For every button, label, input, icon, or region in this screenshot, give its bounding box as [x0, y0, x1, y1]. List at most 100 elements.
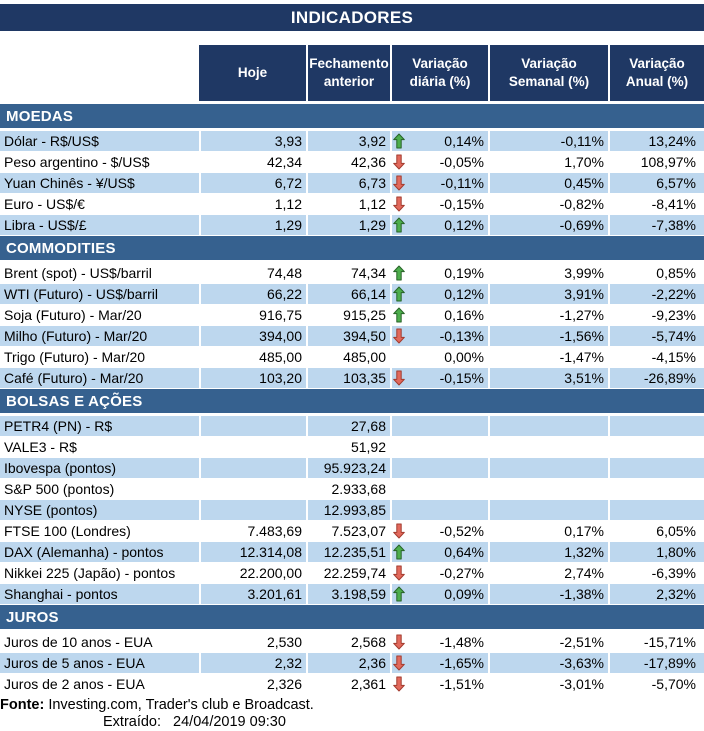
hoje-value: 394,00 — [199, 326, 306, 346]
variacao-diaria-cell: 0,16% — [390, 305, 488, 325]
no-arrow-spacer — [393, 502, 405, 518]
up-arrow-icon — [393, 586, 405, 602]
variacao-anual-value: -5,74% — [608, 326, 704, 346]
variacao-semanal-value: -1,47% — [488, 347, 608, 367]
variacao-diaria-cell: 0,64% — [390, 542, 488, 562]
variacao-semanal-value: 1,70% — [488, 152, 608, 172]
table-row: Juros de 5 anos - EUA 2,32 2,36 -1,65% -3,63… — [0, 653, 704, 674]
variacao-semanal-value — [488, 416, 608, 436]
variacao-semanal-value: 3,51% — [488, 368, 608, 388]
hoje-value: 22.200,00 — [199, 563, 306, 583]
variacao-diaria-cell: -0,13% — [390, 326, 488, 346]
table-row: DAX (Alemanha) - pontos 12.314,08 12.235,5… — [0, 542, 704, 563]
table-row: Juros de 10 anos - EUA 2,530 2,568 -1,48% -2… — [0, 632, 704, 653]
variacao-diaria-cell: -0,05% — [390, 152, 488, 172]
row-label: Dólar - R$/US$ — [0, 131, 199, 151]
page-title: INDICADORES — [0, 4, 704, 31]
fechamento-value: 74,34 — [306, 263, 390, 283]
row-label: Milho (Futuro) - Mar/20 — [0, 326, 199, 346]
source-text: Investing.com, Trader's club e Broadcast… — [44, 697, 314, 713]
fechamento-value: 27,68 — [306, 416, 390, 436]
up-arrow-icon — [393, 265, 405, 281]
variacao-diaria-value: -1,51% — [439, 676, 484, 692]
row-label: VALE3 - R$ — [4, 439, 77, 455]
down-arrow-icon — [393, 370, 405, 386]
table-row: Milho (Futuro) - Mar/20 394,00 394,50 -0,13… — [0, 326, 704, 347]
variacao-semanal-value — [488, 437, 608, 457]
variacao-semanal-value: 1,32% — [488, 542, 608, 562]
variacao-diaria-value: -0,52% — [439, 523, 484, 539]
variacao-anual-value: -8,41% — [608, 194, 704, 214]
variacao-anual-value: 13,24% — [608, 131, 704, 151]
hoje-value: 42,34 — [199, 152, 306, 172]
column-header-variacao-diaria: Variação diária (%) — [390, 45, 488, 101]
row-label: Juros de 2 anos - EUA — [4, 676, 145, 692]
extracted-line: Extraído: 24/04/2019 09:30 — [0, 714, 704, 731]
extracted-label: Extraído: — [103, 714, 162, 730]
variacao-semanal-value: 2,74% — [488, 563, 608, 583]
fechamento-value: 915,25 — [306, 305, 390, 325]
variacao-semanal-value: -0,82% — [488, 194, 608, 214]
table-row: Nikkei 225 (Japão) - pontos 22.200,00 22.2… — [0, 563, 704, 584]
variacao-diaria-cell: -0,11% — [390, 173, 488, 193]
column-header-hoje: Hoje — [199, 45, 306, 101]
table-row: S&P 500 (pontos) 2.933,68 — [0, 479, 704, 500]
variacao-anual-value — [608, 458, 704, 478]
variacao-semanal-value: 3,91% — [488, 284, 608, 304]
down-arrow-icon — [393, 175, 405, 191]
table-row: Peso argentino - $/US$ 42,34 42,36 -0,05% 1,… — [0, 152, 704, 173]
variacao-anual-value: 6,05% — [608, 521, 704, 541]
variacao-diaria-cell — [390, 458, 488, 478]
variacao-anual-value: 6,57% — [608, 173, 704, 193]
down-arrow-icon — [393, 154, 405, 170]
variacao-diaria-value: -0,15% — [439, 370, 484, 386]
fechamento-value: 1,12 — [306, 194, 390, 214]
hoje-value: 66,22 — [199, 284, 306, 304]
variacao-semanal-value: 0,45% — [488, 173, 608, 193]
column-header-fechamento-anterior: Fechamento anterior — [306, 45, 390, 101]
fechamento-value: 12.235,51 — [306, 542, 390, 562]
fechamento-value: 2,361 — [306, 674, 390, 694]
table-row: Soja (Futuro) - Mar/20 916,75 915,25 0,16% -… — [0, 305, 704, 326]
variacao-diaria-cell: 0,12% — [390, 284, 488, 304]
variacao-anual-value: -9,23% — [608, 305, 704, 325]
variacao-diaria-cell — [390, 416, 488, 436]
source-line: Fonte: Investing.com, Trader's club e Br… — [0, 697, 704, 714]
variacao-semanal-value: -0,69% — [488, 215, 608, 235]
variacao-semanal-value: -3,01% — [488, 674, 608, 694]
hoje-value: 485,00 — [199, 347, 306, 367]
extracted-datetime: 24/04/2019 09:30 — [173, 714, 286, 730]
table-row: Juros de 2 anos - EUA 2,326 2,361 -1,51% -3,… — [0, 674, 704, 695]
fechamento-value: 51,92 — [306, 437, 390, 457]
row-label: Soja (Futuro) - Mar/20 — [4, 307, 142, 323]
variacao-diaria-cell: -1,51% — [390, 674, 488, 694]
variacao-semanal-value — [488, 500, 608, 520]
variacao-diaria-cell — [390, 479, 488, 499]
variacao-diaria-cell: 0,12% — [390, 215, 488, 235]
down-arrow-icon — [393, 655, 405, 671]
row-label: WTI (Futuro) - US$/barril — [0, 284, 199, 304]
footer: Fonte: Investing.com, Trader's club e Br… — [0, 697, 704, 731]
down-arrow-icon — [393, 328, 405, 344]
hoje-value — [199, 458, 306, 478]
variacao-anual-value — [608, 437, 704, 457]
variacao-semanal-value: -2,51% — [488, 632, 608, 652]
variacao-semanal-value: 3,99% — [488, 263, 608, 283]
variacao-diaria-value: 0,12% — [444, 217, 484, 233]
variacao-diaria-cell: -0,52% — [390, 521, 488, 541]
fechamento-value: 12.993,85 — [306, 500, 390, 520]
sections-container: MOEDAS Dólar - R$/US$ 3,93 3,92 0,14% -0,11% 1… — [0, 104, 704, 695]
variacao-semanal-value: -0,11% — [488, 131, 608, 151]
variacao-diaria-value: -0,11% — [440, 175, 484, 191]
column-header-variacao-anual: Variação Anual (%) — [608, 45, 704, 101]
hoje-value: 6,72 — [199, 173, 306, 193]
variacao-anual-value: 2,32% — [608, 584, 704, 604]
table-row: Libra - US$/£ 1,29 1,29 0,12% -0,69% -7,38% — [0, 215, 704, 236]
no-arrow-spacer — [393, 439, 405, 455]
variacao-diaria-value: -0,13% — [439, 328, 484, 344]
hoje-value — [199, 437, 306, 457]
column-header-row: Hoje Fechamento anterior Variação diária… — [0, 45, 704, 101]
row-label: Juros de 10 anos - EUA — [4, 634, 153, 650]
up-arrow-icon — [393, 286, 405, 302]
